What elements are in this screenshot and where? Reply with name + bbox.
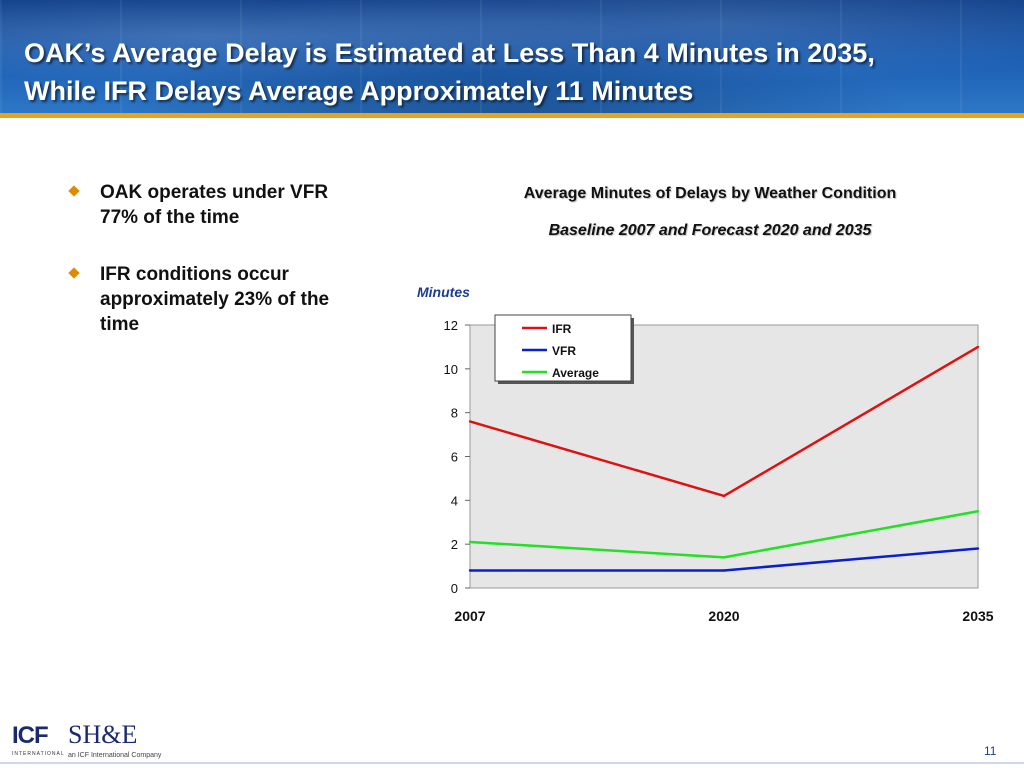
she-logo-subtitle: an ICF International Company: [68, 752, 162, 759]
y-tick-label: 6: [451, 450, 458, 465]
slide-title-line2: While IFR Delays Average Approximately 1…: [24, 76, 694, 106]
legend-label-average: Average: [552, 366, 599, 380]
y-tick-label: 2: [451, 537, 458, 552]
footer-divider: [0, 762, 1024, 764]
data-point-ifr: [976, 345, 980, 349]
y-tick-label: 0: [451, 581, 458, 596]
y-tick-label: 4: [451, 493, 458, 508]
y-tick-label: 8: [451, 406, 458, 421]
data-point-average: [468, 540, 472, 544]
bullet-item: IFR conditions occur approximately 23% o…: [68, 262, 340, 337]
y-tick-label: 12: [444, 318, 458, 333]
y-axis-label: Minutes: [417, 284, 470, 300]
bullet-list: OAK operates under VFR 77% of the time I…: [68, 180, 340, 369]
legend-label-vfr: VFR: [552, 344, 576, 358]
legend-box: [494, 314, 632, 382]
icf-logo: ICF: [12, 722, 49, 749]
chart-subtitle: Baseline 2007 and Forecast 2020 and 2035: [548, 222, 872, 239]
y-tick-label: 10: [444, 362, 458, 377]
she-logo: SH&E: [68, 720, 138, 749]
x-tick-label: 2007: [454, 608, 485, 624]
data-point-ifr: [468, 420, 472, 423]
data-point-average: [722, 556, 726, 559]
data-point-vfr: [722, 569, 726, 572]
page-number: 11: [984, 744, 997, 758]
bullet-text: IFR conditions occur approximately 23% o…: [100, 264, 330, 335]
diamond-bullet-icon: [68, 185, 80, 197]
slide-title: OAK’s Average Delay is Estimated at Less…: [24, 34, 1014, 110]
data-point-vfr: [468, 569, 472, 572]
chart-title: Average Minutes of Delays by Weather Con…: [523, 185, 897, 202]
diamond-bullet-icon: [68, 267, 80, 279]
data-point-ifr: [722, 494, 726, 498]
line-chart: 0 2 4 6 8 10 12 2007 2020 2035 IFR VFR Average: [444, 314, 994, 624]
header-background-photo: [0, 0, 1024, 118]
header-accent-stripe: [0, 113, 1024, 118]
bullet-item: OAK operates under VFR 77% of the time: [68, 180, 340, 230]
slide-title-line1: OAK’s Average Delay is Estimated at Less…: [24, 38, 875, 68]
x-tick-label: 2035: [962, 608, 993, 624]
data-point-average: [976, 510, 980, 513]
x-tick-label: 2020: [708, 608, 739, 624]
footer-logos: ICF INTERNATIONAL SH&E an ICF Internatio…: [8, 720, 168, 764]
data-point-vfr: [976, 547, 980, 550]
bullet-text: OAK operates under VFR 77% of the time: [100, 182, 329, 228]
icf-logo-subtitle: INTERNATIONAL: [12, 751, 65, 757]
header-banner: OAK’s Average Delay is Estimated at Less…: [0, 0, 1024, 118]
legend-label-ifr: IFR: [552, 322, 572, 336]
